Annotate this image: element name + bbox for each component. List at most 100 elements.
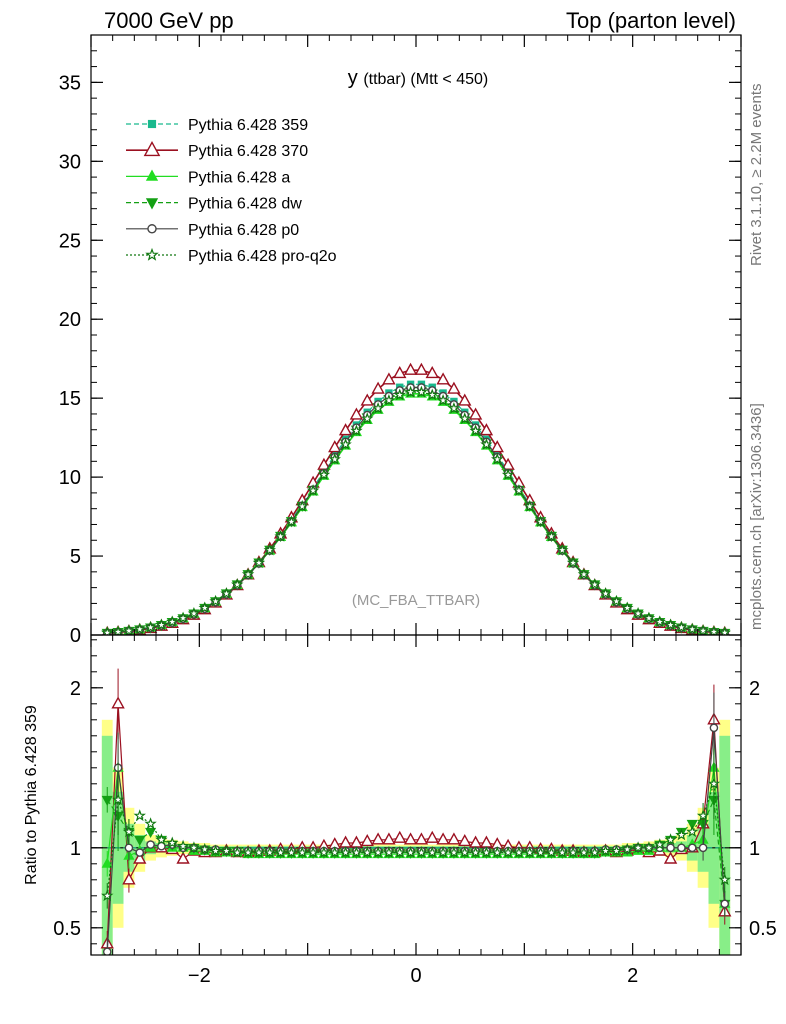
data-point [545,846,558,858]
series-pythia-6-428-pro-q2o [101,385,731,635]
data-point [447,381,461,394]
plot-title-sub: (ttbar) (Mtt < 450) [363,71,488,88]
data-point [621,601,634,614]
data-point [436,372,450,385]
data-point [577,567,591,580]
data-point [338,423,353,436]
data-point [480,438,493,450]
data-point [556,846,569,858]
legend: Pythia 6.428 359 Pythia 6.428 370 Pythia 6… [126,117,337,265]
data-point [111,696,125,709]
y-tick-label: 30 [59,151,81,173]
data-point [512,484,526,496]
data-point [663,851,678,864]
data-point [382,372,396,385]
data-point [176,851,190,864]
data-point [133,622,146,635]
legend-item-pythia-6-428-370: Pythia 6.428 370 [126,140,308,160]
data-point [147,224,157,234]
data-point [144,620,157,633]
data-point [101,795,113,807]
x-ticks [90,35,742,955]
ratio-line [106,767,726,904]
data-point [263,846,276,858]
legend-item-pythia-6-428-359: Pythia 6.428 359 [126,117,308,134]
data-point [403,362,418,375]
y-tick-label: 20 [59,309,81,331]
data-point [393,830,407,843]
data-point [274,846,287,858]
x-tick-label: −2 [188,965,211,987]
data-point [144,817,157,830]
y-tick-label: 15 [59,388,81,410]
data-point [458,412,471,424]
data-point [317,468,331,481]
y-tick-label: 5 [70,546,81,568]
data-point [534,515,547,528]
ratio-y-axis-label: Ratio to Pythia 6.428 359 [23,705,40,885]
ratio-line [106,703,726,944]
data-point [468,407,483,420]
data-point [133,809,146,822]
y-tick-label: 35 [59,72,81,94]
data-point [436,393,450,406]
data-point [479,835,494,848]
ratio-y-tick-label-left: 1 [70,838,81,860]
data-point [523,846,536,858]
ratio-series-pythia-6-428-a [101,732,731,917]
data-point [209,594,222,607]
legend-item-pythia-6-428-a: Pythia 6.428 a [126,169,290,186]
data-point [155,833,168,846]
data-point [415,846,428,858]
ratio-line [106,783,726,896]
data-point [220,587,233,599]
data-point [166,836,179,849]
data-point [371,832,385,845]
y-tick-label: 25 [59,230,81,252]
data-point [144,827,157,839]
ratio-series-pythia-6-428-dw [101,764,731,917]
data-point [664,833,677,846]
data-point [566,846,580,858]
ratio-y-tick-label-left: 0.5 [53,918,81,940]
data-point [176,611,190,624]
data-point [709,723,719,733]
data-point [371,846,385,858]
data-point [328,452,341,465]
data-point [147,119,157,129]
data-point [599,587,612,599]
data-point [436,846,450,858]
data-point [447,846,461,858]
data-point [145,247,159,261]
data-point [447,401,461,414]
data-point [349,407,364,420]
data-point [707,777,721,790]
data-point [122,872,136,885]
data-point [187,841,201,854]
y-tick-label: 10 [59,467,81,489]
legend-label: Pythia 6.428 370 [188,143,308,160]
ratio-y-tick-label-left: 2 [70,678,81,700]
data-point [479,423,494,436]
data-point [133,851,147,864]
data-point [361,846,374,858]
legend-item-pythia-6-428-dw: Pythia 6.428 dw [126,196,302,213]
plot-title-main: y [348,67,364,89]
data-point [306,846,320,858]
data-point [198,601,211,614]
data-point [393,846,406,858]
data-point [707,625,721,635]
data-point [285,846,298,858]
data-point [404,385,417,398]
data-point [458,833,472,847]
data-point [274,529,287,542]
data-point [501,846,515,858]
data-point [360,833,374,847]
data-point [426,846,439,858]
data-point [642,611,656,624]
data-point [490,440,504,453]
data-point [328,846,341,858]
data-point [677,843,686,853]
data-point [285,515,298,528]
ratio-plot-panel: 0.5 0.5 1 1 2 2 −2 0 2 Ratio to Pythia 6.428 359 [23,35,777,987]
